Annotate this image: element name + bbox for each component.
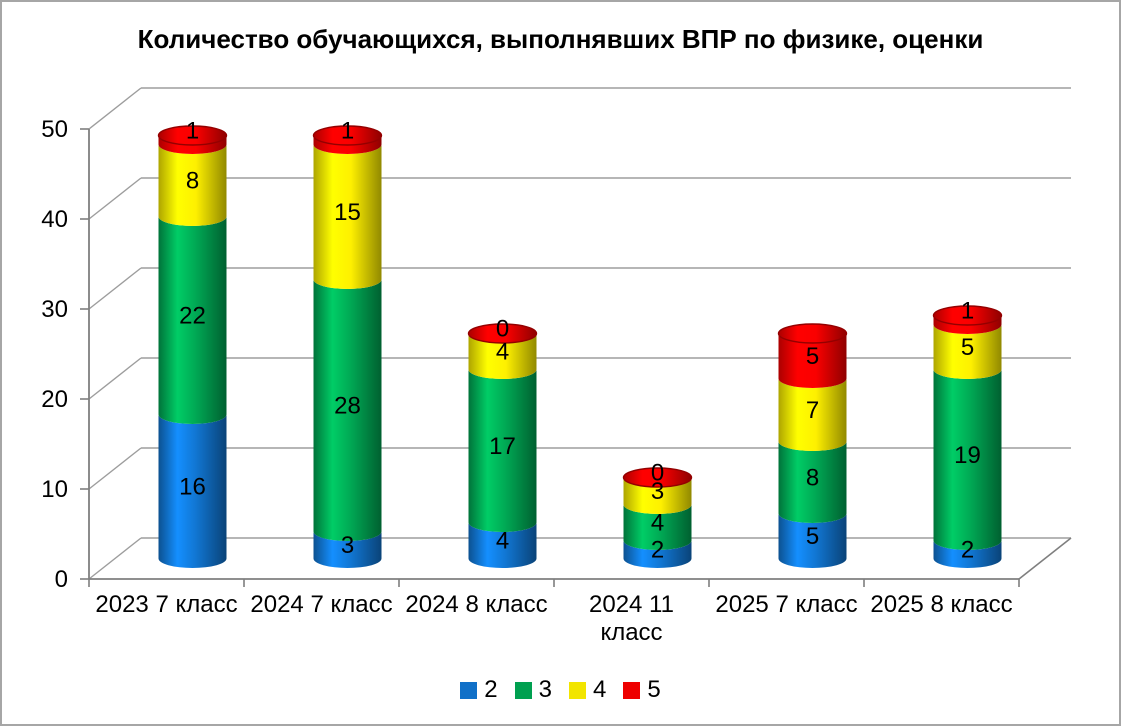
- data-label: 5: [961, 334, 974, 361]
- cylinder-cap: [622, 467, 693, 488]
- y-axis-label: 50: [41, 116, 68, 143]
- bar-segment-2023-7-класс-grade-2: [158, 414, 227, 568]
- legend-swatch: [514, 681, 532, 699]
- data-label: 2: [651, 537, 664, 564]
- bar-segment-2024-7-класс-grade-2: [313, 531, 382, 568]
- category-label: 2025 8 класс: [870, 591, 1013, 618]
- legend-item-grade-5: 5: [623, 676, 661, 703]
- bar-segment-2025-8-класс-grade-5: [933, 315, 1002, 334]
- category-axis-labels: 2023 7 класс 2024 7 класс 2024 8 класс 2024…: [89, 591, 1019, 647]
- data-label: 5: [806, 343, 819, 370]
- legend-swatch: [569, 681, 586, 699]
- data-label: 0: [651, 460, 664, 487]
- bar-segment-2025-8-класс-grade-2: [933, 540, 1002, 568]
- data-label: 4: [496, 339, 509, 366]
- gridline-depth: [88, 177, 142, 220]
- bar-segment-2023-7-класс-grade-4: [158, 144, 227, 226]
- legend-label: 4: [593, 676, 607, 703]
- gridline-depth: [88, 357, 142, 400]
- legend-item-grade-4: 4: [569, 678, 606, 702]
- category-label: 2024 11 класс: [589, 591, 674, 646]
- data-label: 3: [341, 532, 354, 559]
- legend-swatch: [460, 681, 478, 699]
- data-label: 16: [179, 474, 206, 501]
- category-label: 2023 7 класс: [95, 591, 238, 618]
- cylinder-cap: [467, 323, 538, 344]
- bar-segment-2023-7-класс-grade-3: [158, 216, 227, 425]
- chart-legend: 2 3 4 5: [2, 678, 1119, 702]
- gridline-depth: [88, 537, 142, 580]
- legend-item-grade-3: 3: [514, 676, 552, 703]
- bar-segment-2024-8-класс-grade-2: [468, 522, 537, 568]
- bar-segment-2024-7-класс-grade-4: [313, 144, 382, 289]
- data-label: 17: [489, 433, 516, 460]
- data-label: 22: [179, 303, 206, 330]
- data-label: 19: [954, 442, 981, 469]
- gridline-depth: [88, 87, 142, 130]
- legend-label: 3: [538, 676, 552, 703]
- legend-label: 2: [484, 676, 498, 703]
- bar-segment-2025-7-класс-grade-4: [778, 378, 847, 451]
- data-label: 4: [496, 528, 509, 555]
- y-axis-label: 30: [41, 296, 68, 323]
- data-label: 1: [186, 118, 199, 145]
- legend-label: 5: [647, 676, 661, 703]
- category-label: 2024 7 класс: [250, 591, 393, 618]
- bar-segment-2025-8-класс-grade-4: [933, 324, 1002, 379]
- category-label: 2025 7 класс: [715, 591, 858, 618]
- bar-segment-2023-7-класс-grade-5: [158, 135, 227, 154]
- bar-segment-2025-7-класс-grade-2: [778, 513, 847, 568]
- cylinder-cap: [932, 305, 1003, 326]
- y-axis-label: 20: [41, 386, 68, 413]
- data-label: 15: [334, 199, 361, 226]
- data-label: 2: [961, 537, 974, 564]
- bar-segment-2024-7-класс-grade-5: [313, 135, 382, 154]
- bar-segment-2025-7-класс-grade-3: [778, 441, 847, 523]
- data-label: 7: [806, 397, 819, 424]
- data-label: 1: [341, 118, 354, 145]
- data-label: 8: [806, 465, 819, 492]
- bar-segment-2024-8-класс-grade-3: [468, 369, 537, 532]
- legend-swatch: [623, 681, 641, 699]
- y-axis-label: 40: [41, 206, 68, 233]
- data-label: 28: [334, 393, 361, 420]
- data-label: 4: [651, 510, 664, 537]
- cylinder-cap: [312, 125, 383, 146]
- bar-segment-2024-11-класс-grade-3: [623, 504, 692, 550]
- bar-segment-2025-8-класс-grade-3: [933, 369, 1002, 550]
- cylinder-cap: [777, 323, 848, 344]
- data-label: 8: [186, 168, 199, 195]
- data-label: 1: [961, 298, 974, 325]
- floor-right-edge: [1018, 537, 1072, 580]
- bar-segment-2024-11-класс-grade-4: [623, 477, 692, 514]
- y-axis-label: 0: [55, 566, 68, 593]
- legend-item-grade-2: 2: [460, 676, 498, 703]
- bar-segment-2024-8-класс-grade-4: [468, 333, 537, 379]
- y-axis-label: 10: [41, 476, 68, 503]
- gridline-depth: [88, 267, 142, 310]
- data-label: 3: [651, 478, 664, 505]
- chart-title: Количество обучающихся, выполнявших ВПР …: [137, 24, 984, 54]
- bar-segment-2024-11-класс-grade-2: [623, 540, 692, 568]
- cylinder-cap: [157, 125, 228, 146]
- category-label: 2024 8 класс: [405, 591, 548, 618]
- data-label: 5: [806, 523, 819, 550]
- bar-segment-2025-7-класс-grade-5: [778, 333, 847, 388]
- bar-segment-2024-7-класс-grade-3: [313, 279, 382, 541]
- gridline-depth: [88, 447, 142, 490]
- data-label: 0: [496, 316, 509, 343]
